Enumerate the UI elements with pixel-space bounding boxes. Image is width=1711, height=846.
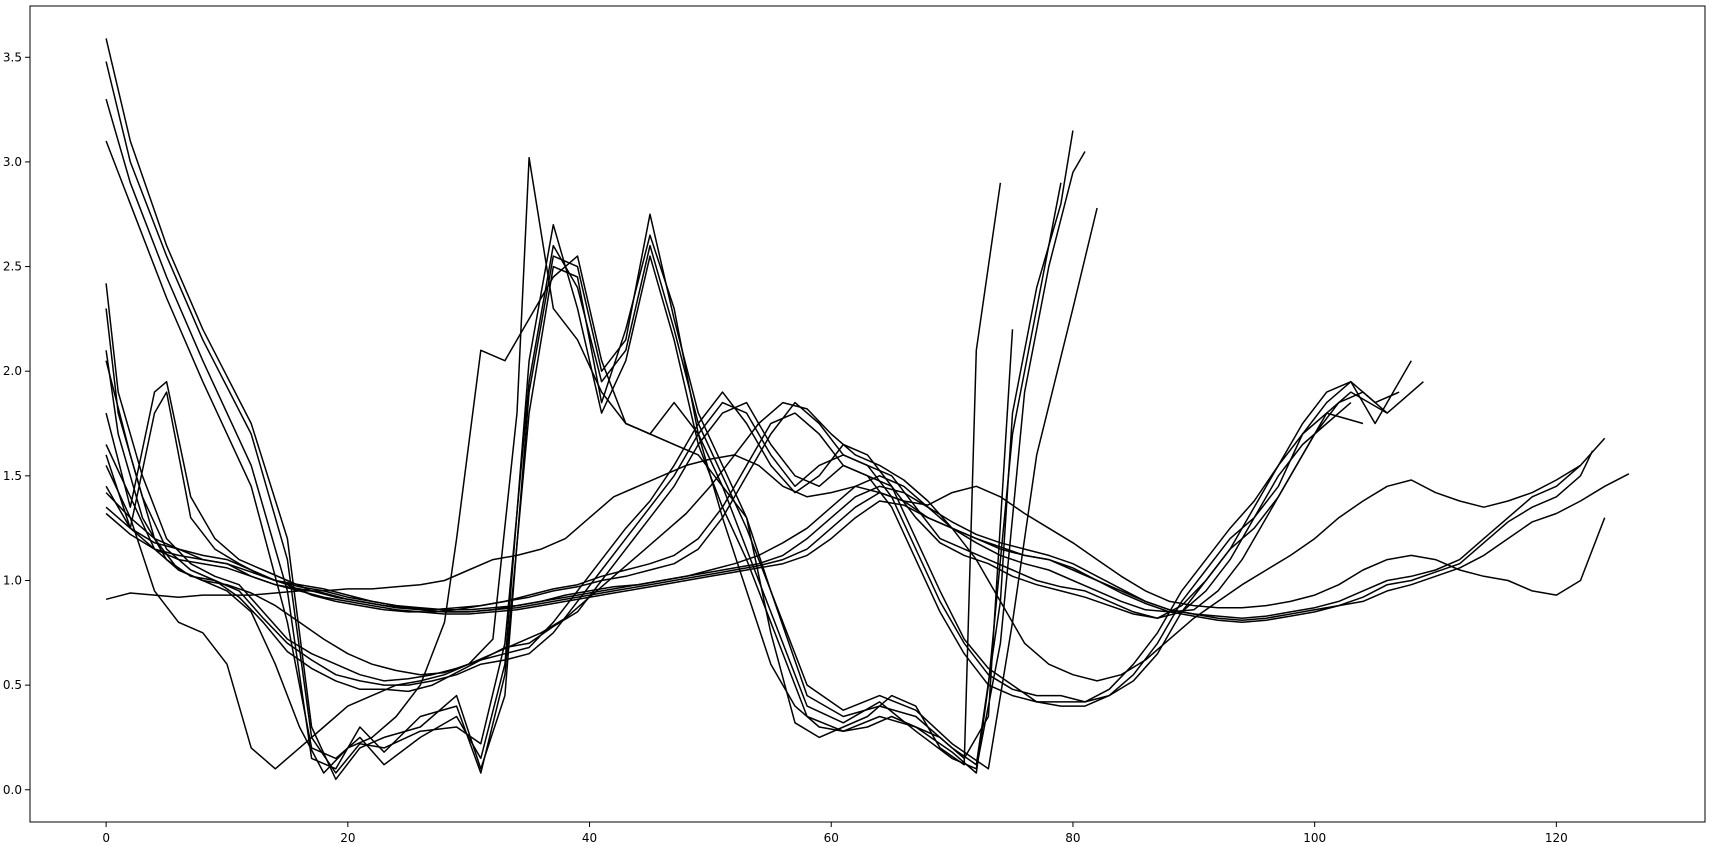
x-tick-label: 20 (340, 831, 355, 845)
x-tick-label: 0 (102, 831, 110, 845)
x-tick-label: 100 (1303, 831, 1326, 845)
series-line-6 (105, 350, 1412, 703)
x-tick-label: 60 (824, 831, 839, 845)
series-line-10 (105, 391, 1388, 613)
series-line-3 (105, 140, 1062, 774)
plot-frame (29, 5, 1706, 823)
y-tick-label: 1.0 (3, 573, 22, 587)
series-line-15 (105, 255, 1014, 774)
y-tick-label: 0.0 (3, 783, 22, 797)
series-line-16 (105, 156, 1002, 770)
series-line-14 (105, 454, 1606, 609)
series-line-13 (105, 473, 1630, 624)
y-tick-label: 1.5 (3, 469, 22, 483)
y-tick-label: 2.5 (3, 260, 22, 274)
series-layer (105, 38, 1630, 781)
plot-area (30, 6, 1705, 822)
x-tick-label: 40 (582, 831, 597, 845)
y-tick-label: 2.0 (3, 364, 22, 378)
y-tick-label: 0.5 (3, 678, 22, 692)
series-line-5 (105, 308, 1400, 703)
y-axis-ticks: 0.0 0.5 1.0 1.5 2.0 2.5 3.0 3.5 (3, 50, 30, 797)
x-axis-ticks: 0 20 40 60 80 100 120 (102, 822, 1568, 845)
y-tick-label: 3.0 (3, 155, 22, 169)
series-line-17 (105, 401, 1581, 682)
y-tick-label: 3.5 (3, 50, 22, 64)
series-line-12 (105, 450, 1594, 621)
x-tick-label: 80 (1065, 831, 1080, 845)
series-line-11 (105, 437, 1606, 619)
x-tick-label: 120 (1545, 831, 1568, 845)
series-line-4 (105, 38, 1098, 781)
